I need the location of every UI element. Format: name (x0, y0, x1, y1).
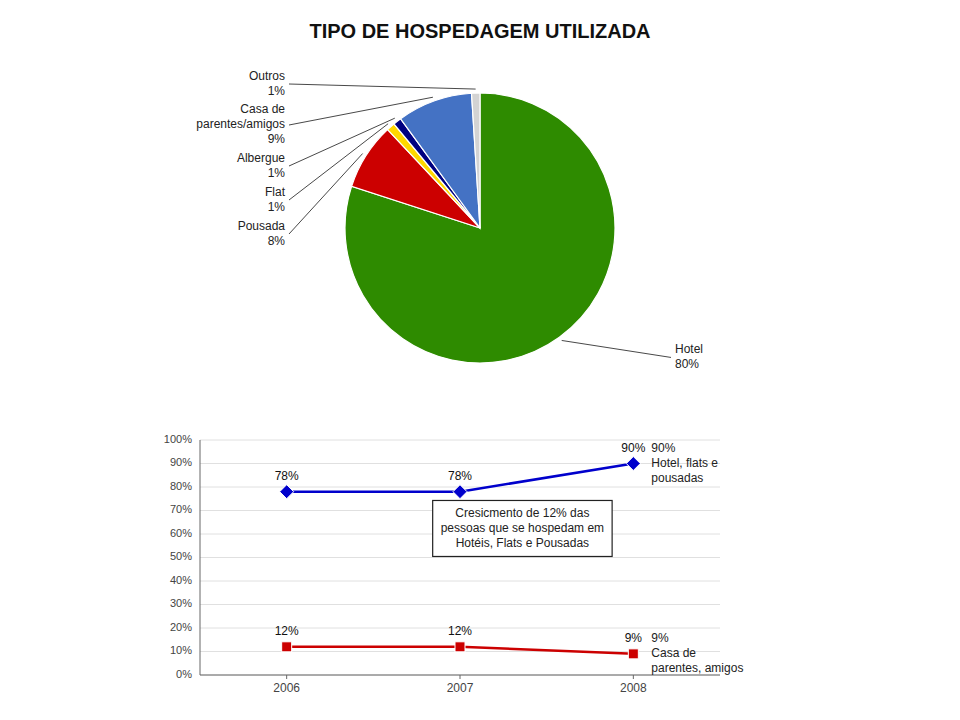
y-tick-label: 30% (170, 597, 192, 609)
data-label: 12% (275, 624, 299, 638)
leader-line (289, 124, 388, 200)
pie-label-line: 9% (268, 132, 286, 146)
y-tick-label: 90% (170, 456, 192, 468)
series-marker (280, 485, 294, 499)
annotation-line: Hotéis, Flats e Pousadas (456, 536, 589, 550)
grid-line (200, 675, 720, 676)
pie-label: Casa deparentes/amigos9% (196, 102, 285, 146)
pie-label: Hotel80% (675, 342, 703, 371)
annotation-line: Cresicmento de 12% das (455, 506, 589, 520)
pie-label: Pousada8% (238, 219, 286, 248)
annotation-box: Cresicmento de 12% daspessoas que se hos… (433, 500, 612, 556)
x-tick-label: 2008 (620, 681, 647, 695)
pie-slice (401, 93, 480, 228)
pie-labels: Hotel80%Pousada8%Flat1%Albergue1%Casa de… (196, 69, 703, 371)
pie-label-line: parentes/amigos (196, 117, 285, 131)
y-tick-label: 80% (170, 480, 192, 492)
data-label: 9% (625, 631, 643, 645)
end-label-line: 9% (651, 631, 669, 645)
data-label: 12% (448, 624, 472, 638)
end-label-line: 90% (651, 441, 675, 455)
annotation-line: pessoas que se hospedam em (441, 521, 604, 535)
pie-label-line: 80% (675, 357, 699, 371)
pie-label: Outros1% (249, 69, 285, 98)
x-tick (633, 675, 634, 679)
leader-line (289, 154, 363, 234)
y-tick-label: 60% (170, 527, 192, 539)
series-marker (453, 485, 467, 499)
pie-label-line: Pousada (238, 219, 286, 233)
chart-title: TIPO DE HOSPEDAGEM UTILIZADA (309, 20, 650, 42)
pie-label-line: 1% (268, 166, 286, 180)
y-tick-label: 40% (170, 574, 192, 586)
line-chart: 0% 10% 20% 30% 40% 50% 60% 70% 80% 90% 100% 2006 200… (164, 433, 744, 695)
end-label-line: Hotel, flats e (651, 456, 718, 470)
pie-label-line: Flat (265, 185, 286, 199)
y-tick-label: 0% (176, 668, 192, 680)
leader-line (289, 118, 395, 166)
data-label: 78% (275, 469, 299, 483)
pie-label-line: Outros (249, 69, 285, 83)
leader-line (289, 97, 433, 125)
pie-label-line: 1% (268, 200, 286, 214)
series-marker (628, 649, 638, 659)
x-tick (460, 675, 461, 679)
pie-label: Albergue1% (237, 151, 285, 180)
pie-label-line: Albergue (237, 151, 285, 165)
y-tick-label: 20% (170, 621, 192, 633)
grid-line (200, 463, 720, 464)
pie-slice (472, 93, 480, 228)
data-label: 78% (448, 469, 472, 483)
pie-label-line: 1% (268, 84, 286, 98)
y-axis (200, 440, 201, 675)
series-marker (455, 642, 465, 652)
end-label: 90%Hotel, flats epousadas (651, 441, 718, 485)
leader-line (289, 84, 476, 89)
x-tick (286, 675, 287, 679)
chart-canvas: TIPO DE HOSPEDAGEM UTILIZADAHotel80%Pous… (0, 0, 960, 720)
annotation-frame (433, 500, 612, 556)
grid-line (200, 581, 720, 582)
end-label: 9%Casa deparentes, amigos (651, 631, 743, 675)
pie-label-line: 8% (268, 234, 286, 248)
x-tick-label: 2006 (273, 681, 300, 695)
series-marker (626, 457, 640, 471)
y-tick-label: 50% (170, 550, 192, 562)
x-axis (200, 675, 720, 676)
series-marker (282, 642, 292, 652)
grid-line (200, 557, 720, 558)
grid-line (200, 604, 720, 605)
end-label-line: Casa de (651, 646, 696, 660)
annotation: Cresicmento de 12% daspessoas que se hos… (441, 506, 604, 550)
x-tick-label: 2007 (447, 681, 474, 695)
y-tick-label: 70% (170, 503, 192, 515)
plot-data (280, 457, 641, 659)
pie-label-line: Hotel (675, 342, 703, 356)
pie-label: Flat1% (265, 185, 286, 214)
data-label: 90% (621, 441, 645, 455)
pie-slice (345, 93, 615, 363)
pie (345, 93, 615, 363)
pie-label-line: Casa de (240, 102, 285, 116)
line-texts: 78%78%90%12%12%9%90%Hotel, flats epousad… (275, 441, 744, 676)
y-tick-label: 100% (164, 433, 192, 445)
y-tick-label: 10% (170, 644, 192, 656)
end-label-line: parentes, amigos (651, 661, 743, 675)
end-label-line: pousadas (651, 471, 703, 485)
leader-line (562, 340, 671, 357)
